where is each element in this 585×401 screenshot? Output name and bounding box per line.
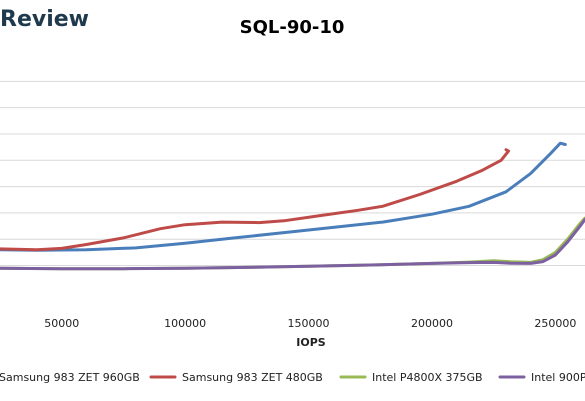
- legend-label-3: Intel 900P: [531, 371, 585, 384]
- chart-title: SQL-90-10: [240, 17, 345, 38]
- legend: Samsung 983 ZET 960GB Samsung 983 ZET 480…: [0, 371, 585, 384]
- series-lines: [0, 141, 585, 271]
- watermark-logo-text: Review: [0, 7, 89, 32]
- legend-label-2: Intel P4800X 375GB: [372, 371, 483, 384]
- x-tick-label-4: 250000: [534, 317, 576, 330]
- x-tick-label-0: 50000: [44, 317, 79, 330]
- x-tick-label-2: 150000: [288, 317, 330, 330]
- legend-label-0: Samsung 983 ZET 960GB: [0, 371, 140, 384]
- x-tick-label-3: 200000: [411, 317, 453, 330]
- gridlines: [0, 80, 585, 267]
- series-line-3: [0, 218, 585, 271]
- series-line-1: [0, 148, 510, 252]
- x-axis-tick-labels: 50000 100000 150000 200000 250000: [44, 317, 576, 330]
- x-axis-title: IOPS: [296, 336, 326, 349]
- series-line-0: [0, 141, 567, 252]
- x-tick-label-1: 100000: [164, 317, 206, 330]
- legend-label-1: Samsung 983 ZET 480GB: [182, 371, 323, 384]
